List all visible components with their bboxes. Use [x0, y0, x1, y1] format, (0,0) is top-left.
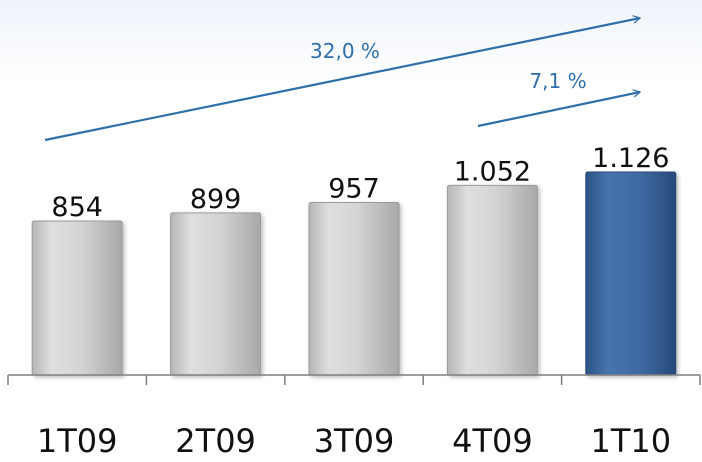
x-tick-labels: 1T09 2T09 3T09 4T09 1T10: [37, 422, 671, 460]
growth-label-2: 7,1 %: [529, 69, 586, 93]
bar-1t10: [585, 171, 677, 376]
value-label-1t09: 854: [51, 192, 103, 223]
bar-2t09: [170, 212, 262, 376]
growth-annotations: 32,0 % 7,1 %: [44, 15, 642, 142]
bar-3t09: [308, 201, 400, 376]
tick-label-4t09: 4T09: [452, 422, 533, 460]
x-axis: [7, 374, 701, 385]
bar-1t09: [31, 220, 123, 376]
tick-label-1t09: 1T09: [37, 422, 118, 460]
value-labels: 854 899 957 1.052 1.126: [51, 143, 669, 223]
bar-4t09: [446, 184, 538, 376]
tick-label-1t10: 1T10: [590, 422, 671, 460]
value-label-2t09: 899: [190, 184, 242, 215]
growth-arrow-1: [44, 15, 642, 142]
value-label-4t09: 1.052: [454, 156, 531, 187]
growth-label-1: 32,0 %: [310, 39, 380, 63]
tick-label-3t09: 3T09: [314, 422, 395, 460]
value-label-3t09: 957: [328, 173, 380, 204]
growth-arrow-2: [477, 89, 642, 128]
value-label-1t10: 1.126: [592, 143, 669, 174]
tick-label-2t09: 2T09: [175, 422, 256, 460]
